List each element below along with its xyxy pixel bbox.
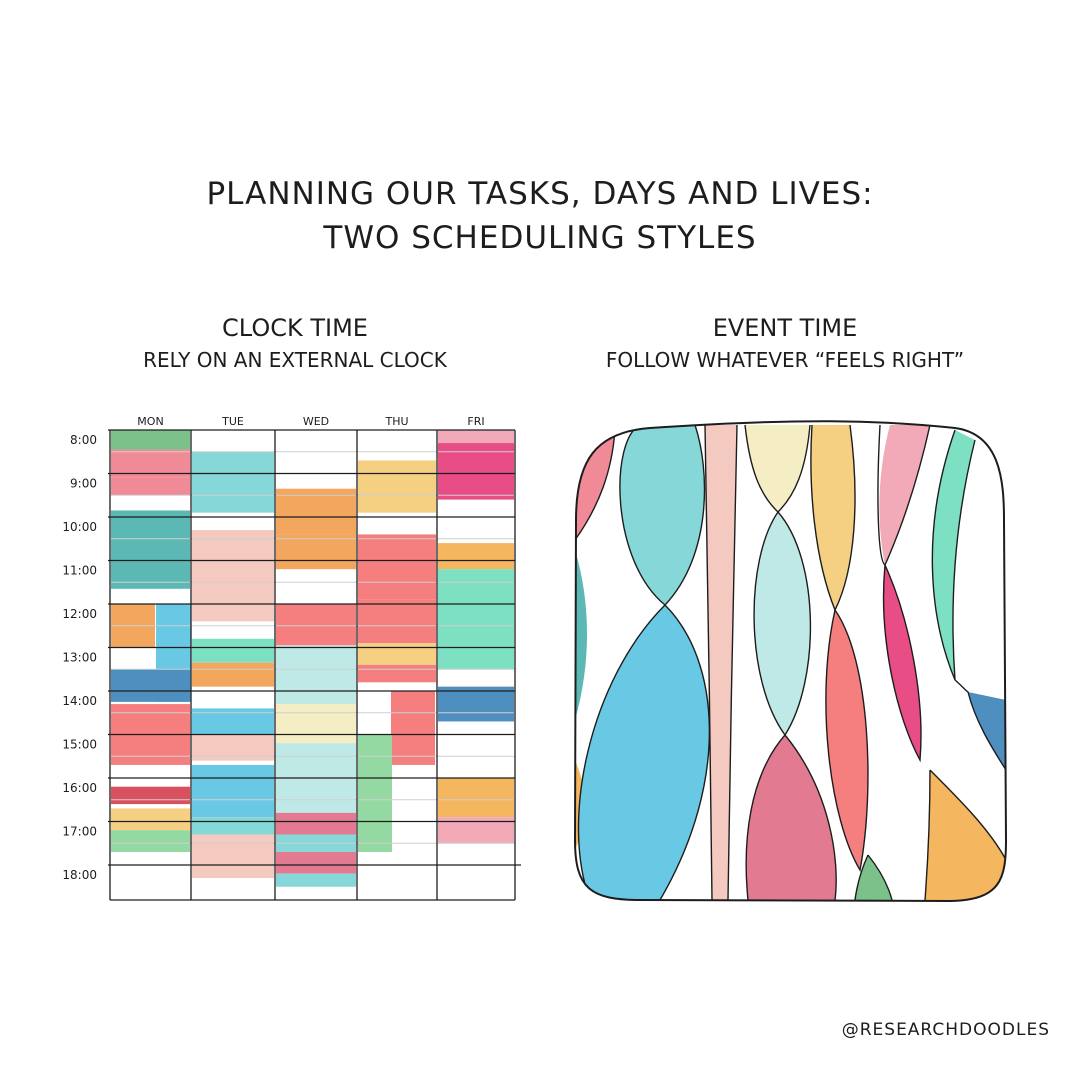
hour-label: 9:00 <box>70 477 97 491</box>
schedule-block <box>276 851 356 874</box>
day-label: THU <box>384 415 408 428</box>
schedule-block <box>276 873 356 887</box>
schedule-block <box>276 704 356 726</box>
main-title: PLANNING OUR TASKS, DAYS AND LIVES: TWO … <box>0 172 1080 260</box>
event-shape-lightaqua-lens <box>754 512 811 735</box>
hour-label: 11:00 <box>62 564 97 578</box>
hour-label: 15:00 <box>62 738 97 752</box>
hour-label: 12:00 <box>62 607 97 621</box>
schedule-block <box>111 430 190 450</box>
hour-label: 14:00 <box>62 694 97 708</box>
schedule-block <box>438 569 514 604</box>
schedule-block <box>438 604 514 670</box>
schedule-block <box>111 560 190 589</box>
clock-time-heading: CLOCK TIME <box>222 314 368 342</box>
schedule-block <box>111 830 190 852</box>
schedule-block <box>438 430 514 444</box>
event-shape-blue-right <box>968 692 1006 770</box>
schedule-block <box>192 582 274 622</box>
main-title-line-1: PLANNING OUR TASKS, DAYS AND LIVES: <box>206 176 874 212</box>
event-shape-aqua-lens <box>619 425 705 605</box>
credit-signature: @RESEARCHDOODLES <box>841 1020 1050 1040</box>
hour-label: 16:00 <box>62 781 97 795</box>
schedule-block <box>438 686 514 722</box>
schedule-block <box>358 534 436 600</box>
event-shape-green-small <box>855 855 892 900</box>
schedule-block <box>391 691 435 765</box>
event-shape-magenta <box>883 565 921 760</box>
hour-label: 8:00 <box>70 433 97 447</box>
schedule-block <box>111 808 190 831</box>
clock-time-subheading: RELY ON AN EXTERNAL CLOCK <box>143 348 447 372</box>
event-time-header: EVENT TIME FOLLOW WHATEVER “FEELS RIGHT” <box>570 312 1000 376</box>
schedule-block <box>358 643 436 665</box>
event-shape-orange-bottom-right <box>925 770 1006 900</box>
schedule-block <box>358 599 436 644</box>
schedule-block <box>192 662 274 687</box>
event-time-subheading: FOLLOW WHATEVER “FEELS RIGHT” <box>605 348 965 372</box>
event-shape-skyblue-drop <box>578 605 710 900</box>
schedule-block <box>111 669 190 702</box>
schedule-block <box>276 488 356 535</box>
event-shape-rose-bottom <box>746 735 837 900</box>
clock-time-header: CLOCK TIME RELY ON AN EXTERNAL CLOCK <box>100 312 490 376</box>
event-shape-mint-right <box>932 430 975 680</box>
day-label: FRI <box>467 415 484 428</box>
day-label: MON <box>137 415 163 428</box>
schedule-block <box>192 451 274 513</box>
schedule-block <box>358 460 436 513</box>
schedule-block <box>111 477 190 496</box>
schedule-block <box>276 645 356 705</box>
schedule-block <box>438 543 514 570</box>
day-label: TUE <box>221 415 244 428</box>
schedule-block <box>192 834 274 879</box>
hour-label: 13:00 <box>62 651 97 665</box>
schedule-block <box>358 734 392 852</box>
schedule-block <box>438 778 514 818</box>
event-shape-teal-left <box>575 550 588 720</box>
event-shape-lightpink-top <box>879 425 930 565</box>
hour-label: 18:00 <box>62 868 97 882</box>
event-shape-yellow-tall <box>810 425 855 610</box>
hour-label: 17:00 <box>62 825 97 839</box>
schedule-block <box>276 812 356 835</box>
schedule-block <box>192 638 274 663</box>
day-label: WED <box>303 415 329 428</box>
event-shape-peach-stripe <box>705 425 737 900</box>
schedule-block <box>438 443 514 500</box>
schedule-block <box>276 604 356 646</box>
event-shape-salmon-long <box>825 610 868 870</box>
schedule-block <box>192 764 274 818</box>
hour-label: 10:00 <box>62 520 97 534</box>
schedule-block <box>276 534 356 570</box>
event-blob-outline <box>573 420 1008 903</box>
event-time-heading: EVENT TIME <box>712 314 858 342</box>
main-title-line-2: TWO SCHEDULING STYLES <box>323 220 757 256</box>
schedule-block <box>111 510 190 561</box>
